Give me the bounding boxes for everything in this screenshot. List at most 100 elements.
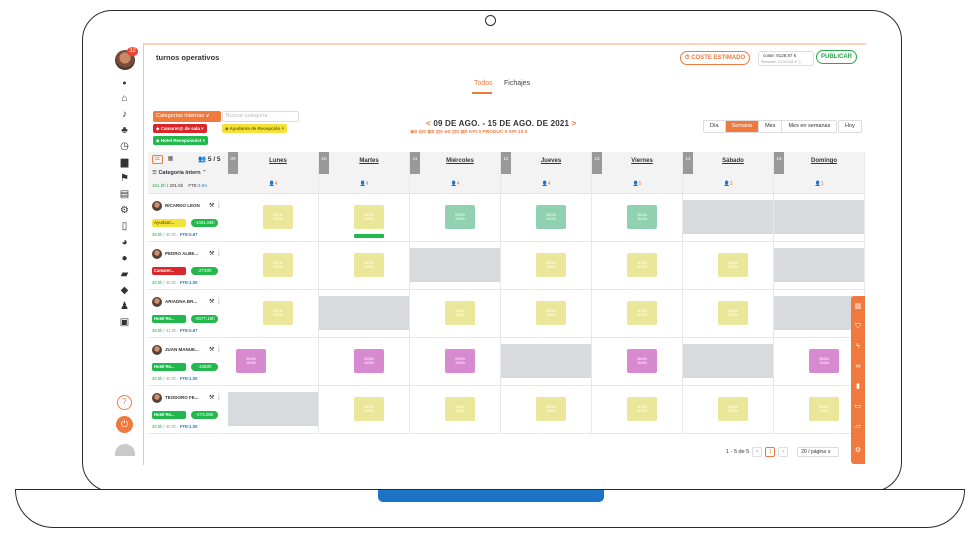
schedule-cell[interactable]: 08:00h 16:00h	[410, 386, 501, 434]
filter-tag-camarero[interactable]: ◆ Camarer@ de sala ×	[153, 124, 207, 133]
schedule-cell[interactable]: 08:00h 16:00h	[592, 242, 683, 290]
shift-block[interactable]: 08:00h 16:00h	[445, 397, 475, 421]
schedule-cell[interactable]	[319, 290, 410, 338]
day-header[interactable]: 15 Domingo	[774, 152, 865, 174]
day-header[interactable]: 14 Sábado	[683, 152, 774, 174]
schedule-cell[interactable]: 08:00h 16:00h	[592, 194, 683, 242]
shift-block[interactable]: 08:00h 16:00h	[718, 301, 748, 325]
tab-fichajes[interactable]: Fichajes	[504, 80, 531, 87]
view-semana-button[interactable]: Semana	[725, 121, 760, 132]
schedule-cell[interactable]: 08:00h 16:00h	[774, 338, 865, 386]
schedule-cell[interactable]	[501, 338, 592, 386]
grid-view-icon[interactable]: ▦	[167, 156, 174, 162]
shift-block[interactable]: 08:00h 16:00h	[627, 301, 657, 325]
view-mes-semanas-button[interactable]: Mes en semanas	[788, 123, 831, 129]
schedule-cell[interactable]: 08:00h 16:00h	[501, 386, 592, 434]
shift-block[interactable]: 08:00h 16:00h	[627, 349, 657, 373]
chat-icon[interactable]: ●	[121, 253, 128, 264]
layout-icon[interactable]: ▥	[854, 303, 862, 310]
shift-block[interactable]: 08:00h 16:00h	[354, 397, 384, 421]
shift-block[interactable]: 08:00h 16:00h	[536, 397, 566, 421]
power-icon[interactable]: ⏻	[116, 416, 133, 433]
shift-block[interactable]: 08:00h 16:00h	[445, 301, 475, 325]
schedule-cell[interactable]: 08:00h 16:00h	[319, 386, 410, 434]
day-header[interactable]: 13 Viernes	[592, 152, 683, 174]
view-mes-button[interactable]: Mes	[759, 121, 783, 132]
day-name[interactable]: Viernes	[631, 158, 653, 164]
schedule-cell[interactable]: 08:00h 16:00h	[319, 194, 410, 242]
shift-block[interactable]: 08:00h 16:00h	[627, 397, 657, 421]
shift-block[interactable]: 08:00h 16:00h	[263, 205, 293, 229]
schedule-cell[interactable]: 08:00h 16:00h	[683, 242, 774, 290]
day-name[interactable]: Jueves	[540, 158, 562, 164]
view-dia-button[interactable]: Día	[704, 121, 726, 132]
folder-icon[interactable]: ▰	[120, 269, 129, 280]
schedule-cell[interactable]: 08:00h 16:00h	[319, 242, 410, 290]
employee-tools-icon[interactable]: ⚒ ⋮	[209, 395, 223, 401]
page-size-select[interactable]: 20 / página ∨	[797, 446, 840, 457]
today-button[interactable]: Hoy	[838, 120, 862, 133]
schedule-cell[interactable]: 08:00h 16:00h	[228, 290, 319, 338]
day-name[interactable]: Sábado	[722, 158, 744, 164]
shift-block[interactable]: 08:00h 16:00h	[809, 349, 839, 373]
help-icon[interactable]: ?	[117, 395, 132, 410]
day-name[interactable]: Miércoles	[446, 158, 474, 164]
schedule-cell[interactable]: 08:00h 16:00h	[774, 386, 865, 434]
graduation-icon[interactable]: ◆	[120, 285, 129, 296]
schedule-cell[interactable]: 08:00h 16:00h	[501, 290, 592, 338]
category-search-input[interactable]: Buscar categoría	[222, 111, 299, 122]
team-icon[interactable]: ♣	[121, 125, 128, 136]
day-header[interactable]: 11 Miércoles	[410, 152, 501, 174]
schedule-cell[interactable]	[683, 338, 774, 386]
schedule-cell[interactable]	[410, 242, 501, 290]
day-header[interactable]: 12 Jueves	[501, 152, 592, 174]
calendar-icon[interactable]: ▣	[119, 317, 130, 328]
shift-block[interactable]: 08:00h 16:00h	[354, 205, 384, 229]
shift-block[interactable]: 08:00h 16:00h	[536, 205, 566, 229]
employee-tools-icon[interactable]: ⚒ ⋮	[209, 347, 223, 353]
document-icon[interactable]: ▯	[121, 221, 128, 232]
schedule-cell[interactable]: 08:00h 16:00h	[228, 242, 319, 290]
shift-block[interactable]: 08:00h 16:00h	[354, 349, 384, 373]
next-page-button[interactable]: >	[778, 446, 789, 457]
schedule-cell[interactable]: 08:00h 16:00h	[410, 290, 501, 338]
pdf-icon[interactable]: ▱	[855, 423, 861, 430]
file-icon[interactable]: ▭	[854, 403, 862, 410]
employee-name[interactable]: RICARDO LEON	[165, 203, 200, 208]
schedule-cell[interactable]: 08:00h 16:00h	[228, 338, 319, 386]
shift-block[interactable]: 08:00h 16:00h	[718, 397, 748, 421]
briefcase-icon[interactable]: ▆	[120, 157, 129, 168]
beach-icon[interactable]: ⚑	[120, 173, 129, 184]
next-week-button[interactable]: >	[571, 119, 577, 128]
trash-icon[interactable]: ▮	[856, 383, 860, 390]
schedule-cell[interactable]	[228, 386, 319, 434]
settings-icon[interactable]: ⚙	[854, 447, 862, 454]
schedule-cell[interactable]: 08:00h 16:00h	[592, 386, 683, 434]
shift-block[interactable]: 08:00h 16:00h	[263, 301, 293, 325]
bolt-icon[interactable]: ϟ	[856, 343, 860, 350]
filter-tag-hotel[interactable]: ◆ Hotel Recepcionist ×	[153, 136, 209, 145]
shift-block[interactable]: 08:00h 16:00h	[445, 205, 475, 229]
prev-page-button[interactable]: <	[752, 446, 763, 457]
shift-block[interactable]: 08:00h 16:00h	[627, 253, 657, 277]
employee-name[interactable]: ARIADNA BR...	[165, 299, 198, 304]
prev-week-button[interactable]: <	[426, 119, 431, 128]
shift-block[interactable]: 08:00h 16:00h	[718, 253, 748, 277]
id-card-icon[interactable]: ▤	[119, 189, 130, 200]
shift-block[interactable]: 08:00h 16:00h	[445, 349, 475, 373]
category-filter-select[interactable]: Categorías internas ∨	[153, 111, 221, 122]
day-name[interactable]: Lunes	[269, 158, 287, 164]
shift-block[interactable]: 08:00h 16:00h	[536, 301, 566, 325]
shift-block[interactable]: 08:00h 16:00h	[809, 397, 839, 421]
schedule-cell[interactable]: 08:00h 16:00h	[501, 194, 592, 242]
day-name[interactable]: Domingo	[811, 158, 837, 164]
employee-tools-icon[interactable]: ⚒ ⋮	[209, 203, 223, 209]
employee-name[interactable]: PEDRO ALBE...	[165, 251, 199, 256]
schedule-cell[interactable]	[774, 242, 865, 290]
category-sort-select[interactable]: ☰ Categoría intern ⌃	[152, 170, 207, 176]
schedule-cell[interactable]: 08:00h 16:00h	[410, 338, 501, 386]
schedule-cell[interactable]: 08:00h 16:00h	[683, 386, 774, 434]
current-page-button[interactable]: 1	[765, 446, 776, 457]
schedule-cell[interactable]: 08:00h 16:00h	[592, 338, 683, 386]
home-icon[interactable]: ⌂	[121, 93, 128, 104]
